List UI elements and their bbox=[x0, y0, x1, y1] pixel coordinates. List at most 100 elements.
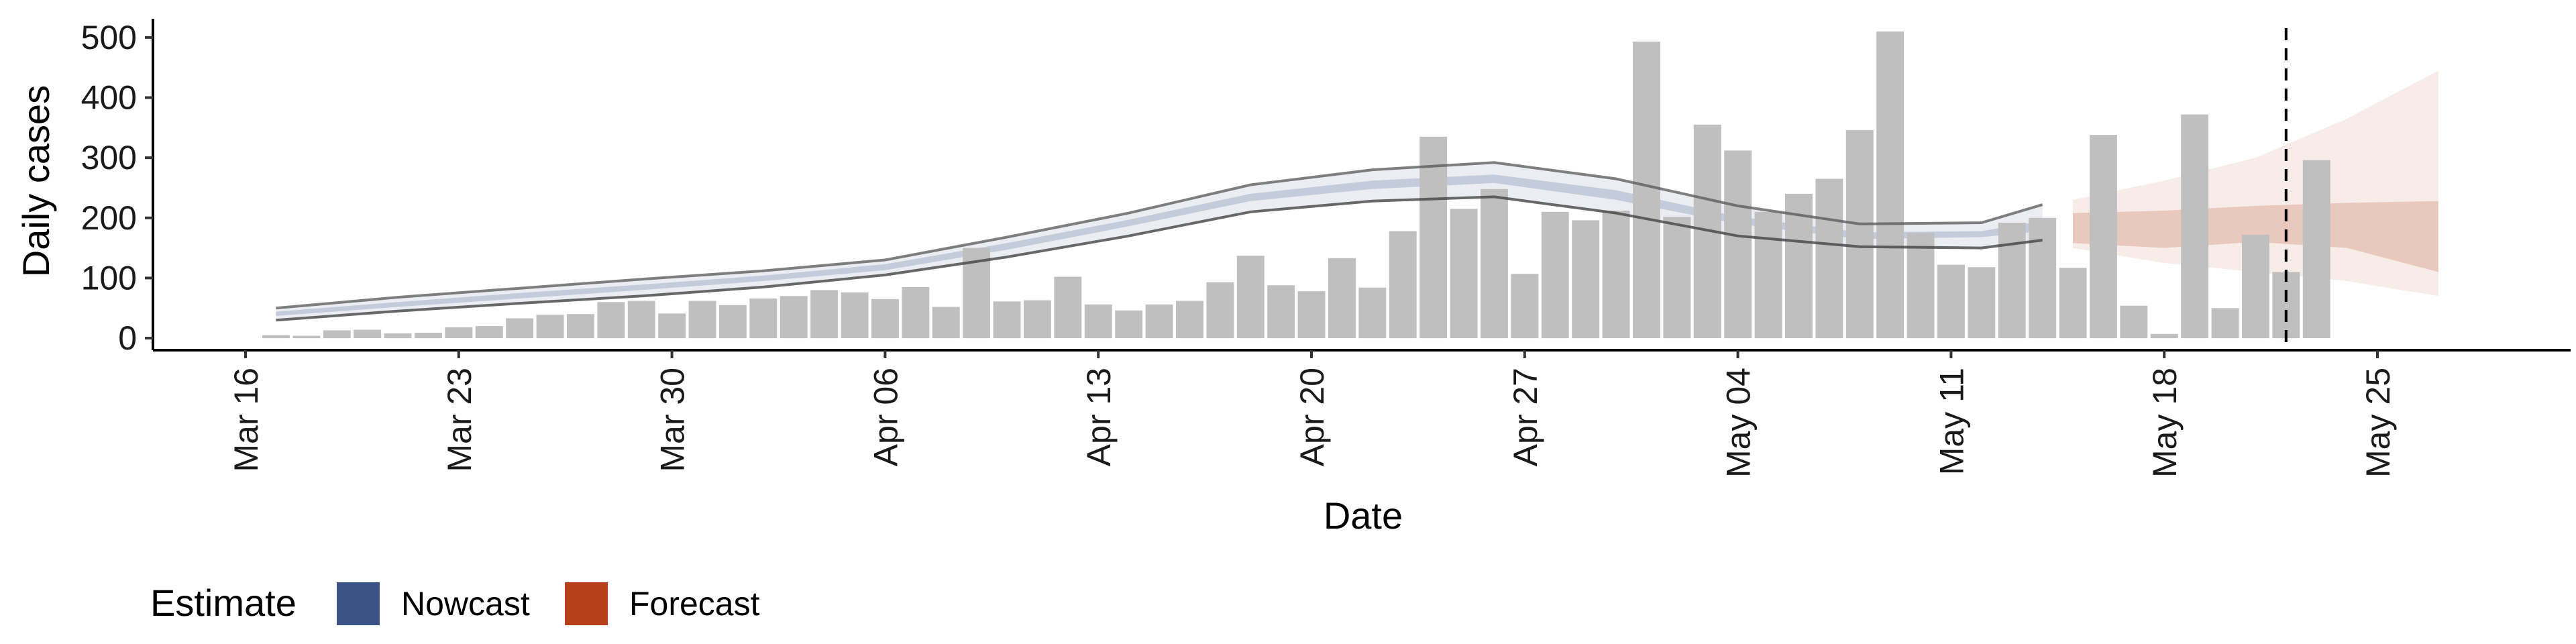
legend: Estimate Nowcast Forecast bbox=[150, 582, 760, 625]
case-bar bbox=[354, 329, 382, 338]
legend-swatch-forecast bbox=[565, 582, 608, 625]
x-tick-label: Apr 06 bbox=[867, 368, 904, 466]
y-tick-label: 400 bbox=[81, 79, 137, 117]
x-tick-label: May 04 bbox=[1720, 368, 1758, 478]
nowcast-outer-band bbox=[276, 162, 2043, 321]
case-bar bbox=[2120, 305, 2148, 339]
y-axis-ticks: 0 100 200 300 400 500 bbox=[81, 19, 153, 357]
case-bar bbox=[1937, 264, 1965, 339]
case-bar bbox=[1115, 310, 1143, 338]
forecast-outer-band bbox=[2073, 70, 2438, 297]
x-tick-label: Mar 23 bbox=[441, 368, 478, 472]
x-axis-ticks: Mar 16 Mar 23 Mar 30 Apr 06 Apr 13 Apr 20 Apr … bbox=[227, 350, 2397, 478]
case-bar bbox=[2211, 308, 2239, 339]
case-bar bbox=[2302, 160, 2330, 338]
y-tick-label: 0 bbox=[118, 319, 137, 357]
x-tick-label: Apr 20 bbox=[1293, 368, 1331, 466]
case-bar bbox=[1754, 211, 1782, 339]
case-bar bbox=[1267, 285, 1295, 339]
legend-label-forecast: Forecast bbox=[629, 585, 760, 623]
case-bar bbox=[2150, 333, 2178, 339]
case-bars bbox=[262, 31, 2330, 339]
x-tick-label: Mar 30 bbox=[654, 368, 692, 472]
case-bar bbox=[1419, 136, 1448, 339]
case-bar bbox=[749, 298, 777, 339]
case-bar bbox=[1297, 291, 1326, 338]
nowcast-upper-line bbox=[276, 161, 2043, 310]
case-bar bbox=[1024, 300, 1051, 339]
case-bar bbox=[2272, 272, 2300, 339]
case-bar bbox=[1572, 220, 1600, 339]
case-bar bbox=[1876, 31, 1904, 339]
case-bar bbox=[1968, 267, 1996, 339]
nowcast-lower-line bbox=[276, 195, 2043, 322]
case-bar bbox=[1541, 211, 1569, 339]
case-bar bbox=[1633, 42, 1660, 338]
y-axis-title: Daily cases bbox=[15, 85, 57, 277]
case-bar bbox=[2242, 234, 2269, 339]
case-bar bbox=[567, 314, 594, 339]
case-bar bbox=[1845, 129, 1874, 339]
case-bar bbox=[445, 327, 473, 338]
y-tick-label: 200 bbox=[81, 199, 137, 237]
case-bar bbox=[1054, 276, 1082, 338]
y-tick-label: 300 bbox=[81, 139, 137, 176]
case-bar bbox=[658, 313, 686, 339]
case-bar bbox=[719, 305, 747, 339]
case-bar bbox=[810, 290, 839, 339]
case-bar bbox=[536, 315, 564, 339]
case-bar bbox=[292, 335, 321, 339]
case-bar bbox=[627, 301, 655, 339]
case-bar bbox=[1663, 217, 1691, 339]
x-tick-label: Apr 27 bbox=[1507, 368, 1544, 466]
case-bar bbox=[597, 302, 625, 339]
case-bar bbox=[1206, 282, 1234, 339]
case-bar bbox=[323, 330, 351, 339]
x-tick-label: Mar 16 bbox=[227, 368, 265, 472]
x-tick-label: May 11 bbox=[1933, 368, 1970, 475]
case-bar bbox=[1815, 178, 1843, 339]
case-bar bbox=[1084, 304, 1112, 339]
case-bar bbox=[1176, 301, 1203, 339]
x-tick-label: May 18 bbox=[2146, 368, 2184, 478]
case-bar bbox=[1724, 150, 1752, 339]
case-bar bbox=[1145, 304, 1173, 339]
case-bar bbox=[262, 335, 290, 339]
case-bar bbox=[1450, 209, 1478, 338]
case-bar bbox=[2090, 135, 2117, 339]
case-bar bbox=[1358, 287, 1387, 339]
case-bar bbox=[2181, 114, 2209, 339]
case-bar bbox=[2029, 217, 2057, 339]
case-bar bbox=[841, 292, 869, 338]
x-tick-label: Apr 13 bbox=[1080, 368, 1118, 466]
case-bar bbox=[1785, 193, 1813, 338]
legend-title: Estimate bbox=[150, 582, 297, 624]
case-bar bbox=[780, 296, 808, 339]
case-bar bbox=[506, 318, 534, 339]
case-bar bbox=[871, 299, 899, 339]
y-tick-label: 100 bbox=[81, 259, 137, 297]
x-tick-label: May 25 bbox=[2359, 368, 2397, 478]
case-bar bbox=[1389, 231, 1417, 339]
case-bar bbox=[688, 301, 716, 339]
case-bar bbox=[1602, 211, 1630, 338]
estimate-bound-lines bbox=[276, 161, 2043, 322]
legend-swatch-nowcast bbox=[337, 582, 380, 625]
x-axis-title: Date bbox=[1324, 494, 1403, 537]
case-bar bbox=[415, 333, 442, 339]
case-bar bbox=[2059, 268, 2087, 339]
case-bar bbox=[1907, 233, 1935, 339]
case-bar bbox=[1328, 258, 1356, 338]
case-bar bbox=[993, 301, 1021, 339]
y-tick-label: 500 bbox=[81, 19, 137, 56]
nowcast-inner-band bbox=[276, 174, 2043, 316]
case-bar bbox=[1236, 256, 1265, 339]
legend-label-nowcast: Nowcast bbox=[401, 585, 530, 623]
case-bar bbox=[384, 333, 412, 339]
case-bar bbox=[902, 286, 930, 339]
case-bar bbox=[475, 326, 503, 338]
case-bar bbox=[1511, 274, 1539, 339]
case-bar bbox=[1998, 223, 2026, 339]
case-bar bbox=[1481, 189, 1508, 339]
